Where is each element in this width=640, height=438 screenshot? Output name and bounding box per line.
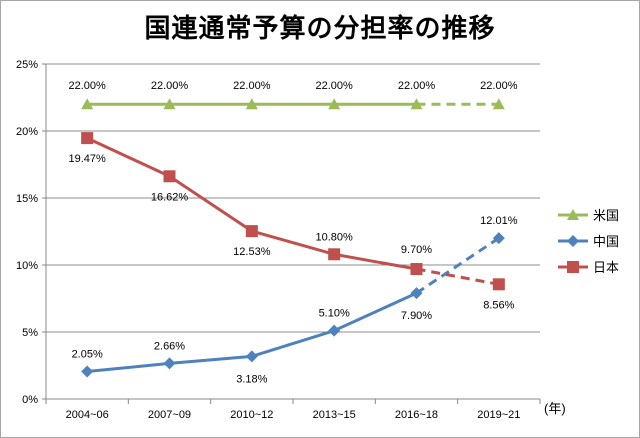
x-axis-unit-label: (年)	[544, 401, 566, 416]
data-point	[328, 98, 341, 110]
data-point	[492, 232, 505, 245]
legend-entry: 米国	[593, 208, 619, 223]
data-point	[492, 278, 505, 291]
data-label: 22.00%	[151, 80, 189, 92]
data-point	[328, 324, 341, 337]
series-projection-line-1	[415, 236, 500, 295]
data-label: 22.00%	[480, 80, 518, 92]
x-tick-label: 2004~06	[66, 409, 109, 421]
data-point	[410, 263, 423, 276]
data-point	[163, 170, 176, 183]
data-label: 7.90%	[401, 310, 432, 322]
data-point	[163, 98, 176, 110]
data-label: 12.01%	[480, 215, 518, 227]
data-label: 12.53%	[233, 246, 271, 258]
data-point	[410, 287, 423, 300]
data-label: 10.80%	[316, 231, 354, 243]
data-label: 22.00%	[69, 80, 107, 92]
data-point	[245, 350, 258, 363]
data-label: 22.00%	[233, 80, 271, 92]
data-label: 8.56%	[483, 299, 514, 311]
data-point	[410, 98, 423, 110]
legend-marker	[567, 261, 579, 273]
legend-marker	[567, 235, 579, 247]
x-tick-label: 2019~21	[477, 409, 520, 421]
chart-title: 国連通常予算の分担率の推移	[144, 14, 496, 44]
legend-entry: 日本	[593, 260, 619, 275]
data-point	[81, 98, 94, 110]
data-label: 19.47%	[69, 153, 107, 165]
x-tick-label: 2010~12	[230, 409, 273, 421]
x-tick-label: 2013~15	[313, 409, 356, 421]
data-label: 3.18%	[236, 373, 267, 385]
data-point	[163, 357, 176, 370]
y-tick-label: 10%	[16, 260, 38, 272]
data-label: 16.62%	[151, 191, 189, 203]
data-label: 22.00%	[398, 80, 436, 92]
data-label: 2.05%	[72, 349, 103, 361]
data-label: 5.10%	[319, 308, 350, 320]
data-point	[81, 365, 94, 378]
series-projection-line-2	[416, 267, 500, 286]
data-point	[245, 225, 258, 238]
y-tick-label: 0%	[22, 394, 38, 406]
data-point	[492, 98, 505, 110]
data-point	[328, 248, 341, 261]
data-point	[245, 98, 258, 110]
legend-marker	[567, 209, 579, 220]
data-label: 9.70%	[401, 244, 432, 256]
data-label: 2.66%	[154, 340, 185, 352]
y-tick-label: 5%	[22, 327, 38, 339]
data-label: 22.00%	[316, 80, 354, 92]
x-tick-label: 2016~18	[395, 409, 438, 421]
legend-entry: 中国	[593, 234, 619, 249]
y-tick-label: 20%	[16, 126, 38, 138]
x-tick-label: 2007~09	[148, 409, 191, 421]
data-point	[81, 132, 94, 145]
y-tick-label: 25%	[16, 59, 38, 71]
y-tick-label: 15%	[16, 193, 38, 205]
